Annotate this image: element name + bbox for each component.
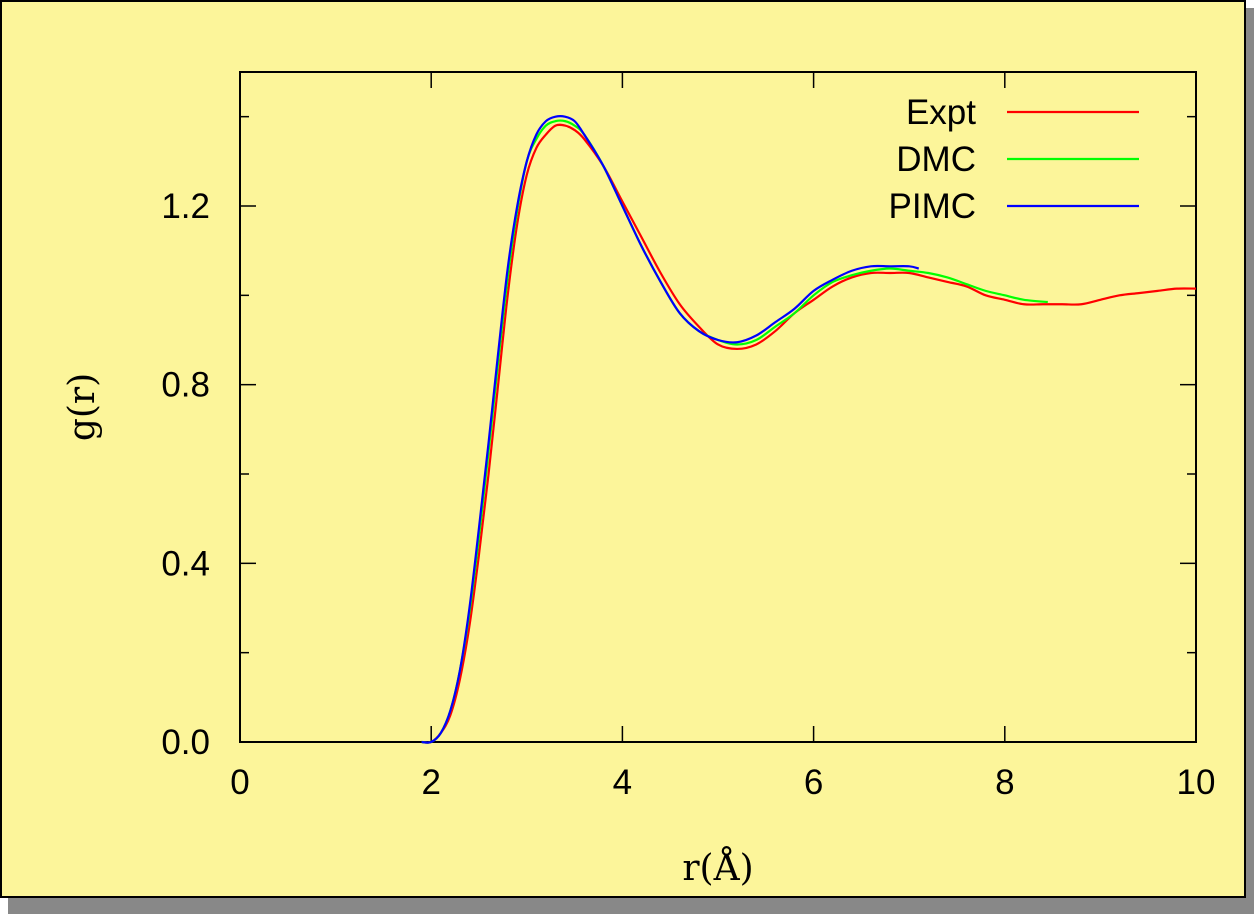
y-tick-label: 0.4 [161, 544, 210, 583]
axis-ticks: 0 2 4 6 8 10 0.0 0.4 0.8 1.2 [161, 72, 1215, 802]
legend-label-expt: Expt [906, 93, 976, 132]
x-tick-label: 6 [804, 763, 823, 802]
x-tick-label: 10 [1177, 763, 1216, 802]
y-tick-label: 0.8 [161, 366, 210, 405]
series-line-expt [421, 123, 1197, 744]
x-tick-label: 2 [421, 763, 440, 802]
legend-label-dmc: DMC [896, 140, 976, 179]
x-axis-title: r(Å) [682, 847, 753, 889]
plot-area [239, 71, 1197, 743]
x-tick-label: 4 [613, 763, 632, 802]
figure-panel [0, 0, 1246, 898]
legend-label-pimc: PIMC [889, 187, 977, 226]
y-axis-title: g(r) [62, 373, 103, 441]
y-tick-label: 1.2 [161, 187, 210, 226]
x-tick-label: 8 [995, 763, 1014, 802]
series-line-pimc [421, 115, 920, 744]
data-series [421, 115, 1197, 744]
y-tick-label: 0.0 [161, 723, 210, 762]
legend: Expt DMC PIMC [889, 93, 1139, 226]
x-tick-label: 0 [230, 763, 249, 802]
